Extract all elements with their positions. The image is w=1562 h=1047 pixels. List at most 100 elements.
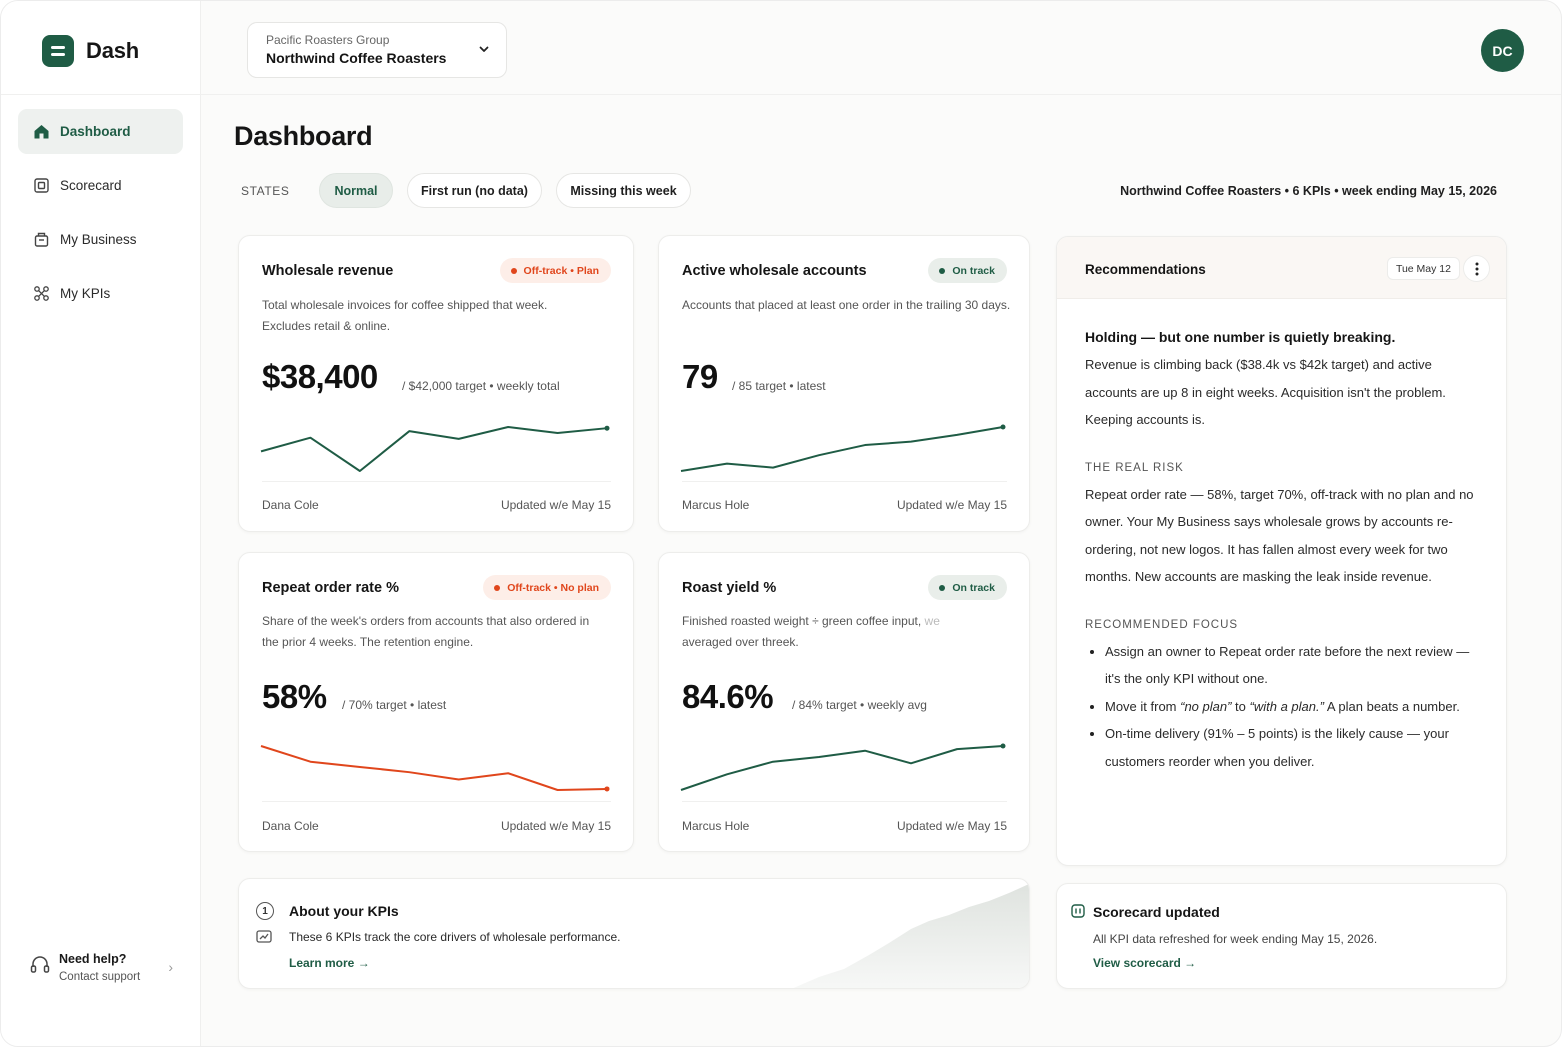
status-dot-icon — [939, 584, 946, 591]
states-label: STATES — [241, 184, 290, 198]
kpi-updated: Updated w/e May 15 — [896, 819, 1007, 833]
kpi-value: $38,400 — [262, 358, 378, 395]
sparkline-path — [260, 745, 608, 791]
scorecard-icon — [32, 177, 50, 195]
kpi-card-repeat-order-rate[interactable]: Repeat order rate % Off-track • No plan … — [238, 552, 634, 852]
brand-name: Dash — [86, 38, 139, 63]
about-text: These 6 KPIs track the core drivers of w… — [289, 930, 621, 944]
focus-text: Move it from — [1105, 698, 1181, 714]
sparkline-endpoint — [604, 786, 610, 792]
state-chip-missing-week[interactable]: Missing this week — [556, 173, 691, 208]
sidebar-item-scorecard[interactable]: Scorecard — [18, 163, 183, 208]
decorative-area-art — [793, 884, 1029, 988]
dash-logo-icon — [42, 35, 74, 67]
kpi-description-faded: we — [924, 614, 940, 628]
kpi-card-roast-yield[interactable]: Roast yield % On track Finished roasted … — [658, 552, 1030, 852]
status-badge-label: Off-track • No plan — [507, 581, 599, 594]
sidebar: Dash Dashboard Scorecard My Business — [1, 1, 201, 1046]
kpi-title: Wholesale revenue — [262, 263, 394, 279]
business-icon — [32, 231, 50, 249]
headset-icon — [29, 954, 51, 981]
kpi-updated: Updated w/e May 15 — [896, 498, 1007, 512]
kpi-value: 79 — [682, 358, 718, 395]
more-options-icon[interactable] — [1463, 255, 1490, 282]
sidebar-item-label: Scorecard — [60, 178, 122, 193]
status-badge: On track — [928, 575, 1007, 600]
avatar[interactable]: DC — [1481, 29, 1524, 72]
help-title: Need help? — [59, 951, 127, 966]
divider — [262, 801, 611, 802]
recommendations-date: Tue May 12 — [1386, 257, 1460, 280]
kpi-sparkline — [260, 745, 610, 792]
scorecard-updated-text: All KPI data refreshed for week ending M… — [1093, 932, 1378, 946]
contact-support-link[interactable]: Need help? Contact support › — [29, 945, 179, 989]
kpis-icon — [32, 285, 50, 303]
kpi-target: / 70% target • latest — [342, 698, 447, 712]
kpi-description: Total wholesale invoices for coffee ship… — [262, 298, 548, 333]
chevron-down-icon — [478, 42, 490, 60]
brand[interactable]: Dash — [42, 35, 139, 67]
scorecard-updated-title: Scorecard updated — [1093, 904, 1220, 920]
sidebar-item-my-business[interactable]: My Business — [18, 217, 183, 262]
scorecard-icon — [1071, 904, 1085, 923]
kpi-description: Accounts that placed at least one order … — [682, 298, 1011, 312]
sparkline-path — [260, 426, 608, 472]
kpi-owner: Marcus Hole — [682, 819, 750, 833]
divider — [682, 481, 1007, 482]
sidebar-nav: Dashboard Scorecard My Business My KPIs — [18, 109, 183, 325]
step-number: 1 — [256, 902, 274, 920]
page-title: Dashboard — [234, 121, 373, 151]
org-parent: Pacific Roasters Group — [266, 33, 390, 47]
kpi-title: Roast yield % — [682, 580, 777, 596]
kpi-description: Finished roasted weight ÷ green coffee i… — [682, 611, 1012, 653]
kpi-card-wholesale-revenue[interactable]: Wholesale revenue Off-track • Plan Total… — [238, 235, 634, 532]
organization-selector[interactable]: Pacific Roasters Group Northwind Coffee … — [247, 22, 507, 78]
recommendation-intro: Revenue is climbing back ($38.4k vs $42k… — [1085, 357, 1446, 427]
state-chip-normal[interactable]: Normal — [319, 173, 393, 208]
divider — [262, 481, 611, 482]
kpi-target: / $42,000 target • weekly total — [402, 379, 560, 393]
kpi-target: / 85 target • latest — [732, 379, 826, 393]
kpi-description-text: Finished roasted weight ÷ green coffee i… — [682, 614, 922, 628]
status-badge-label: On track — [952, 264, 995, 277]
section-label-risk: THE REAL RISK — [1085, 461, 1184, 474]
kpi-sparkline — [260, 425, 610, 472]
kpi-value: 84.6% — [682, 678, 774, 715]
kpi-owner: Dana Cole — [262, 819, 319, 833]
status-dot-icon — [494, 584, 501, 591]
sidebar-item-dashboard[interactable]: Dashboard — [18, 109, 183, 154]
recommendations-header: Recommendations Tue May 12 — [1057, 237, 1506, 299]
kpi-card-active-accounts[interactable]: Active wholesale accounts On track Accou… — [658, 235, 1030, 532]
kpi-title: Active wholesale accounts — [682, 263, 867, 279]
focus-text: A plan beats a number. — [1323, 698, 1460, 714]
recommendation-risk: Repeat order rate — 58%, target 70%, off… — [1085, 486, 1474, 585]
kpi-value: 58% — [262, 678, 327, 715]
section-label-focus: RECOMMENDED FOCUS — [1085, 618, 1239, 631]
list-item: Assign an owner to Repeat order rate bef… — [1085, 638, 1480, 693]
focus-emphasis: “no plan” — [1180, 698, 1232, 714]
kpi-sparkline — [680, 424, 1006, 472]
sidebar-item-my-kpis[interactable]: My KPIs — [18, 271, 183, 316]
sparkline-endpoint — [1000, 743, 1006, 749]
kpi-target: / 84% target • weekly avg — [792, 698, 927, 712]
status-dot-icon — [510, 267, 517, 274]
learn-more-link[interactable]: Learn more → — [289, 956, 370, 970]
recommendations-body: Holding — but one number is quietly brea… — [1085, 327, 1480, 775]
status-dot-icon — [939, 267, 946, 274]
recommendation-headline: Holding — but one number is quietly brea… — [1085, 329, 1396, 345]
status-badge-label: Off-track • Plan — [523, 264, 599, 277]
status-badge: On track — [928, 258, 1007, 283]
org-name: Northwind Coffee Roasters — [266, 50, 447, 66]
state-chip-first-run[interactable]: First run (no data) — [407, 173, 542, 208]
kpi-updated: Updated w/e May 15 — [500, 819, 611, 833]
focus-list: Assign an owner to Repeat order rate bef… — [1085, 638, 1480, 776]
sidebar-item-label: My Business — [60, 232, 137, 247]
recommendations-panel: Recommendations Tue May 12 Holding — but… — [1056, 236, 1507, 866]
scorecard-updated-card: Scorecard updated All KPI data refreshed… — [1056, 883, 1507, 989]
view-scorecard-link[interactable]: View scorecard → — [1093, 956, 1197, 970]
chart-card-icon — [256, 928, 274, 949]
focus-text: to — [1231, 698, 1250, 714]
kpi-sparkline — [680, 743, 1006, 791]
about-title: About your KPIs — [289, 903, 399, 919]
